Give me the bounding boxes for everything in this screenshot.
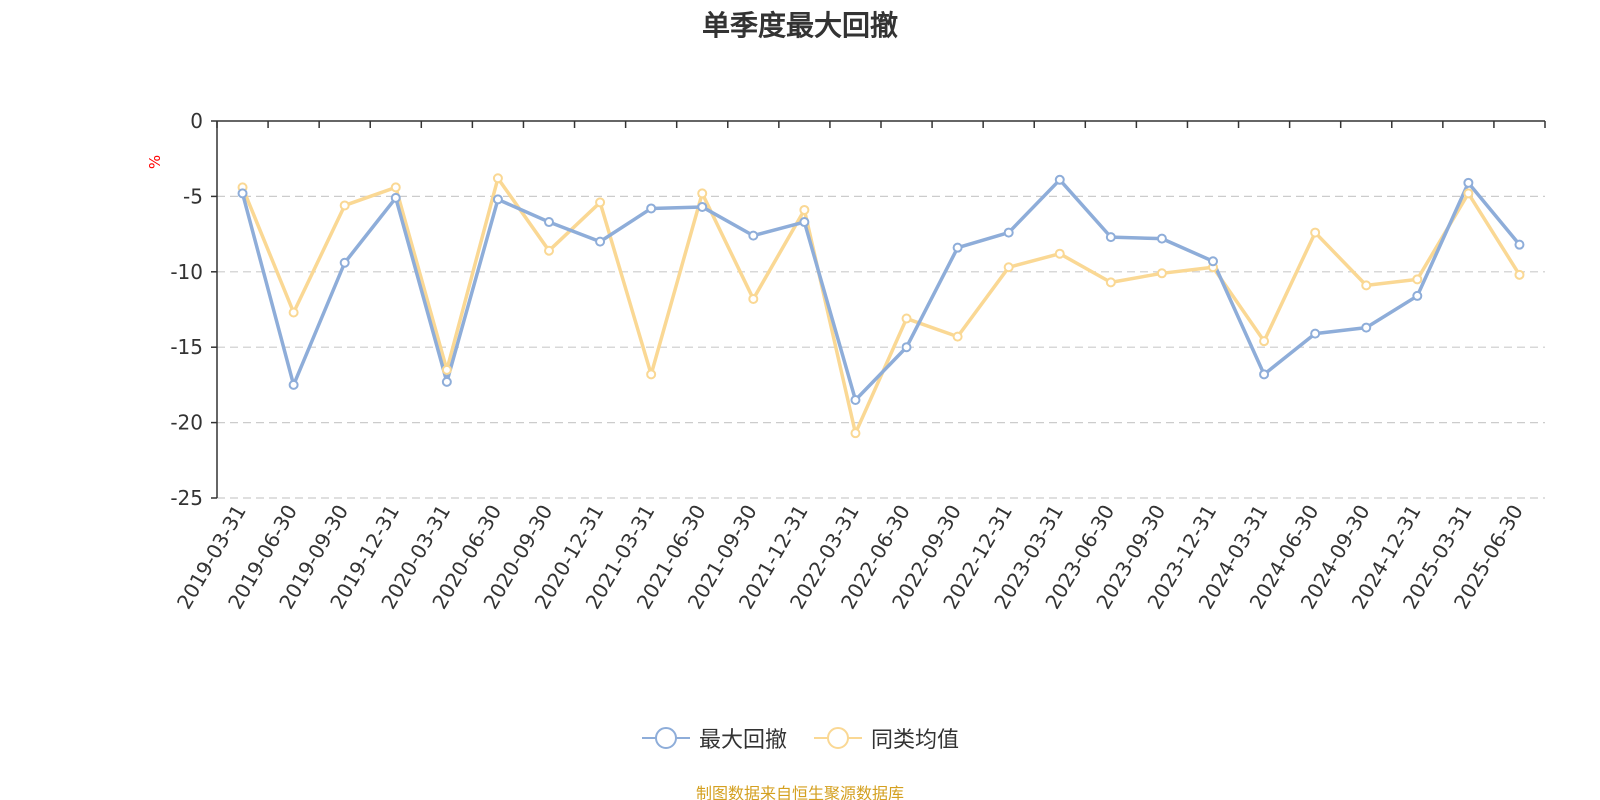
data-point-series-1 xyxy=(952,331,963,342)
data-point-series-0 xyxy=(748,230,759,241)
data-point-series-1 xyxy=(901,313,912,324)
source-note: 制图数据来自恒生聚源数据库 xyxy=(695,784,904,800)
legend-item-series-1[interactable]: 同类均值 xyxy=(813,722,959,754)
data-point-series-0 xyxy=(339,257,350,268)
y-axis-label: % xyxy=(146,155,164,169)
data-point-series-1 xyxy=(288,307,299,318)
data-point-series-1 xyxy=(1310,227,1321,238)
y-tick-label: -20 xyxy=(170,411,203,435)
data-point-series-1 xyxy=(390,182,401,193)
data-point-series-0 xyxy=(288,379,299,390)
legend-label: 最大回撤 xyxy=(698,728,787,753)
data-point-series-0 xyxy=(1054,174,1065,185)
data-point-series-1 xyxy=(441,364,452,375)
data-point-series-1 xyxy=(697,188,708,199)
y-tick-label: -15 xyxy=(170,335,203,359)
y-tick-label: 0 xyxy=(190,109,203,133)
data-point-series-0 xyxy=(799,217,810,228)
data-point-series-0 xyxy=(492,194,503,205)
y-tick-label: -25 xyxy=(170,486,203,510)
data-point-series-0 xyxy=(544,217,554,228)
series-line-0 xyxy=(240,178,1521,402)
data-point-series-0 xyxy=(850,394,861,405)
data-point-series-0 xyxy=(697,201,708,212)
legend-swatch-icon xyxy=(641,725,691,751)
data-point-series-0 xyxy=(441,376,452,387)
data-point-series-1 xyxy=(1463,188,1474,199)
data-point-series-1 xyxy=(595,197,606,208)
data-point-series-0 xyxy=(1361,322,1372,333)
data-point-series-1 xyxy=(1054,248,1065,259)
line-chart: 0-5-10-15-20-252019-03-312019-06-302019-… xyxy=(146,109,1546,613)
data-point-series-0 xyxy=(646,203,657,214)
data-point-series-1 xyxy=(339,200,350,211)
data-point-series-1 xyxy=(1003,262,1014,273)
data-point-series-0 xyxy=(1412,290,1423,301)
data-point-series-1 xyxy=(1105,277,1116,288)
data-point-series-1 xyxy=(646,369,657,380)
data-point-series-1 xyxy=(1412,274,1423,285)
data-point-series-0 xyxy=(390,192,401,203)
data-point-series-1 xyxy=(492,173,503,184)
data-point-series-1 xyxy=(1259,336,1270,347)
data-point-series-0 xyxy=(1208,256,1218,267)
data-point-series-1 xyxy=(544,245,554,256)
data-point-series-0 xyxy=(952,242,963,253)
data-point-series-0 xyxy=(1310,328,1321,339)
data-point-series-0 xyxy=(1514,239,1525,250)
legend-swatch-icon xyxy=(813,725,863,751)
data-point-series-1 xyxy=(1156,268,1167,279)
legend: 最大回撤 同类均值 xyxy=(0,722,1600,754)
data-point-series-1 xyxy=(850,428,861,439)
data-point-series-0 xyxy=(1463,177,1474,188)
data-point-series-1 xyxy=(799,204,810,215)
data-point-series-0 xyxy=(1156,233,1167,244)
data-point-series-1 xyxy=(1361,280,1372,291)
y-tick-label: -5 xyxy=(183,184,203,208)
data-point-series-0 xyxy=(901,342,912,353)
data-point-series-0 xyxy=(1259,369,1270,380)
data-point-series-0 xyxy=(595,236,606,247)
data-point-series-1 xyxy=(1514,269,1525,280)
data-point-series-0 xyxy=(237,188,248,199)
series-line-1 xyxy=(240,176,1521,435)
data-point-series-1 xyxy=(748,293,759,304)
legend-item-series-0[interactable]: 最大回撤 xyxy=(641,722,787,754)
legend-label: 同类均值 xyxy=(871,728,960,753)
data-point-series-0 xyxy=(1105,232,1116,243)
y-tick-label: -10 xyxy=(170,260,203,284)
data-point-series-0 xyxy=(1003,227,1014,238)
chart-title: 单季度最大回撤 xyxy=(701,9,898,42)
